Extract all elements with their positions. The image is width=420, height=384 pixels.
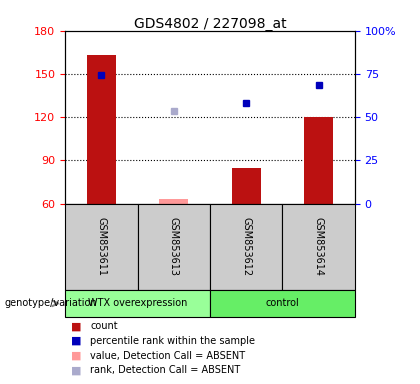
Text: ■: ■ (71, 351, 82, 361)
Text: percentile rank within the sample: percentile rank within the sample (90, 336, 255, 346)
Bar (87, 55, 116, 204)
Text: GSM853611: GSM853611 (96, 217, 106, 276)
Text: count: count (90, 321, 118, 331)
Bar (232, 167, 261, 204)
Bar (65, 290, 210, 317)
Text: GSM853613: GSM853613 (169, 217, 179, 276)
Bar (210, 290, 355, 317)
Text: GSM853614: GSM853614 (314, 217, 324, 276)
Text: WTX overexpression: WTX overexpression (88, 298, 187, 308)
Text: rank, Detection Call = ABSENT: rank, Detection Call = ABSENT (90, 365, 241, 375)
Text: ■: ■ (71, 365, 82, 375)
Text: control: control (265, 298, 299, 308)
Text: ■: ■ (71, 321, 82, 331)
Text: GDS4802 / 227098_at: GDS4802 / 227098_at (134, 17, 286, 31)
Text: value, Detection Call = ABSENT: value, Detection Call = ABSENT (90, 351, 245, 361)
Text: ■: ■ (71, 336, 82, 346)
Bar (159, 199, 188, 204)
Text: GSM853612: GSM853612 (241, 217, 251, 276)
Bar (304, 117, 333, 204)
Bar (138, 204, 210, 290)
Bar (65, 204, 138, 290)
Bar (210, 204, 282, 290)
Text: genotype/variation: genotype/variation (4, 298, 97, 308)
Bar (282, 204, 355, 290)
